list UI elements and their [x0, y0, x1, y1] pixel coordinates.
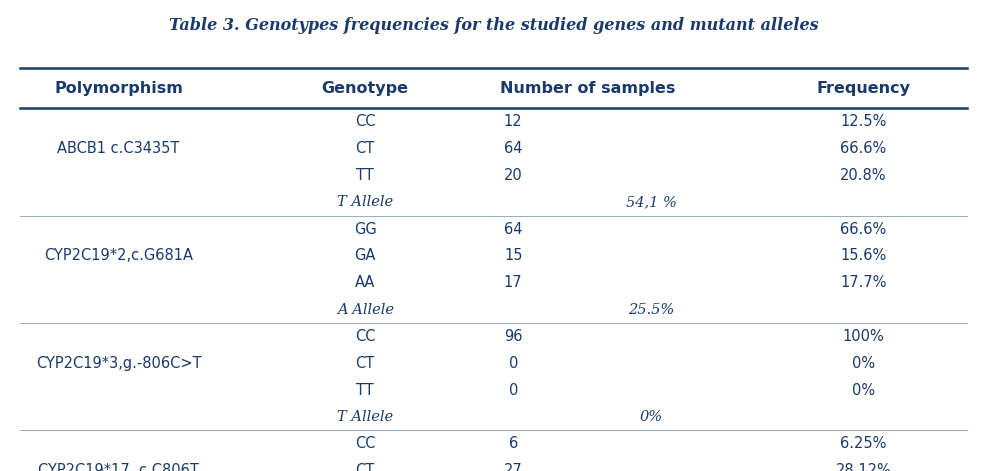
Text: 25.5%: 25.5% — [628, 303, 673, 317]
Text: 0: 0 — [508, 383, 518, 398]
Text: CC: CC — [355, 329, 375, 344]
Text: 66.6%: 66.6% — [840, 141, 885, 156]
Text: CYP2C19*3,g.-806C>T: CYP2C19*3,g.-806C>T — [35, 356, 201, 371]
Text: TT: TT — [356, 383, 374, 398]
Text: 96: 96 — [504, 329, 522, 344]
Text: T Allele: T Allele — [337, 410, 392, 424]
Text: Genotype: Genotype — [321, 81, 408, 96]
Text: 27: 27 — [504, 463, 522, 471]
Text: CYP2C19*17, c.C806T: CYP2C19*17, c.C806T — [38, 463, 198, 471]
Text: 6.25%: 6.25% — [840, 437, 885, 451]
Text: CC: CC — [355, 437, 375, 451]
Text: 0%: 0% — [851, 383, 875, 398]
Text: A Allele: A Allele — [336, 303, 393, 317]
Text: 66.6%: 66.6% — [840, 222, 885, 236]
Text: 64: 64 — [504, 222, 522, 236]
Text: 17: 17 — [504, 276, 522, 290]
Text: 12: 12 — [504, 114, 522, 129]
Text: 0%: 0% — [639, 410, 663, 424]
Text: 12.5%: 12.5% — [840, 114, 885, 129]
Text: ABCB1 c.C3435T: ABCB1 c.C3435T — [57, 141, 179, 156]
Text: 15: 15 — [504, 249, 522, 263]
Text: Table 3. Genotypes frequencies for the studied genes and mutant alleles: Table 3. Genotypes frequencies for the s… — [169, 17, 817, 34]
Text: 20: 20 — [504, 168, 522, 183]
Text: GG: GG — [353, 222, 377, 236]
Text: 17.7%: 17.7% — [839, 276, 886, 290]
Text: CT: CT — [355, 141, 375, 156]
Text: TT: TT — [356, 168, 374, 183]
Text: CC: CC — [355, 114, 375, 129]
Text: T Allele: T Allele — [337, 195, 392, 209]
Text: 15.6%: 15.6% — [840, 249, 885, 263]
Text: 64: 64 — [504, 141, 522, 156]
Text: GA: GA — [354, 249, 376, 263]
Text: 0%: 0% — [851, 356, 875, 371]
Text: AA: AA — [355, 276, 375, 290]
Text: Frequency: Frequency — [815, 81, 910, 96]
Text: CT: CT — [355, 356, 375, 371]
Text: 100%: 100% — [842, 329, 883, 344]
Text: CT: CT — [355, 463, 375, 471]
Text: 0: 0 — [508, 356, 518, 371]
Text: 28.12%: 28.12% — [835, 463, 890, 471]
Text: Polymorphism: Polymorphism — [54, 81, 182, 96]
Text: 54,1 %: 54,1 % — [625, 195, 676, 209]
Text: 20.8%: 20.8% — [839, 168, 886, 183]
Text: CYP2C19*2,c.G681A: CYP2C19*2,c.G681A — [44, 249, 192, 263]
Text: 6: 6 — [508, 437, 518, 451]
Text: Number of samples: Number of samples — [499, 81, 674, 96]
